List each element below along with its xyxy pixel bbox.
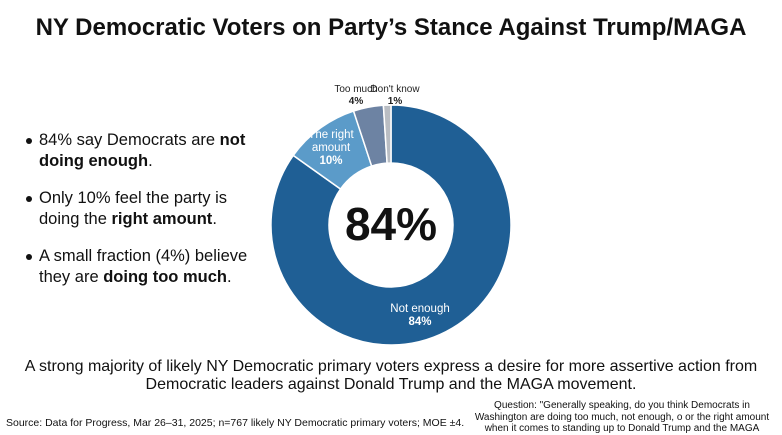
finding-text-end: . xyxy=(212,210,217,228)
finding-item: 84% say Democrats are not doing enough. xyxy=(24,130,264,172)
finding-text: 84% say Democrats are xyxy=(39,131,220,149)
question-note: Question: "Generally speaking, do you th… xyxy=(474,400,770,434)
source-note: Source: Data for Progress, Mar 26–31, 20… xyxy=(6,417,465,429)
slice-label: The right amount 10% xyxy=(308,129,354,167)
finding-text-end: . xyxy=(148,152,153,170)
finding-item: Only 10% feel the party is doing the rig… xyxy=(24,188,264,230)
finding-text-end: . xyxy=(226,268,232,286)
slice-label: Not enough 84% xyxy=(390,303,449,328)
key-findings-list: 84% say Democrats are not doing enough. … xyxy=(24,130,264,304)
finding-emphasis: not doing enough xyxy=(39,131,246,170)
finding-emphasis: doing too much xyxy=(103,268,227,286)
finding-emphasis: right amount xyxy=(111,210,213,228)
summary-text: A strong majority of likely NY Democrati… xyxy=(24,358,758,393)
finding-item: A small fraction (4%) believe they are d… xyxy=(24,246,264,288)
center-label: 84% xyxy=(345,198,437,250)
finding-text: Only 10% feel the party is doing the xyxy=(39,189,228,228)
slice-label: Don't know 1% xyxy=(370,84,420,107)
finding-text: A small fraction (4%) believe they are xyxy=(39,247,248,286)
chart-title: NY Democratic Voters on Party’s Stance A… xyxy=(35,14,747,41)
slice-label: Too much 4% xyxy=(334,84,377,107)
slice-not-enough xyxy=(270,104,512,346)
slice-don-t-know xyxy=(382,104,392,164)
